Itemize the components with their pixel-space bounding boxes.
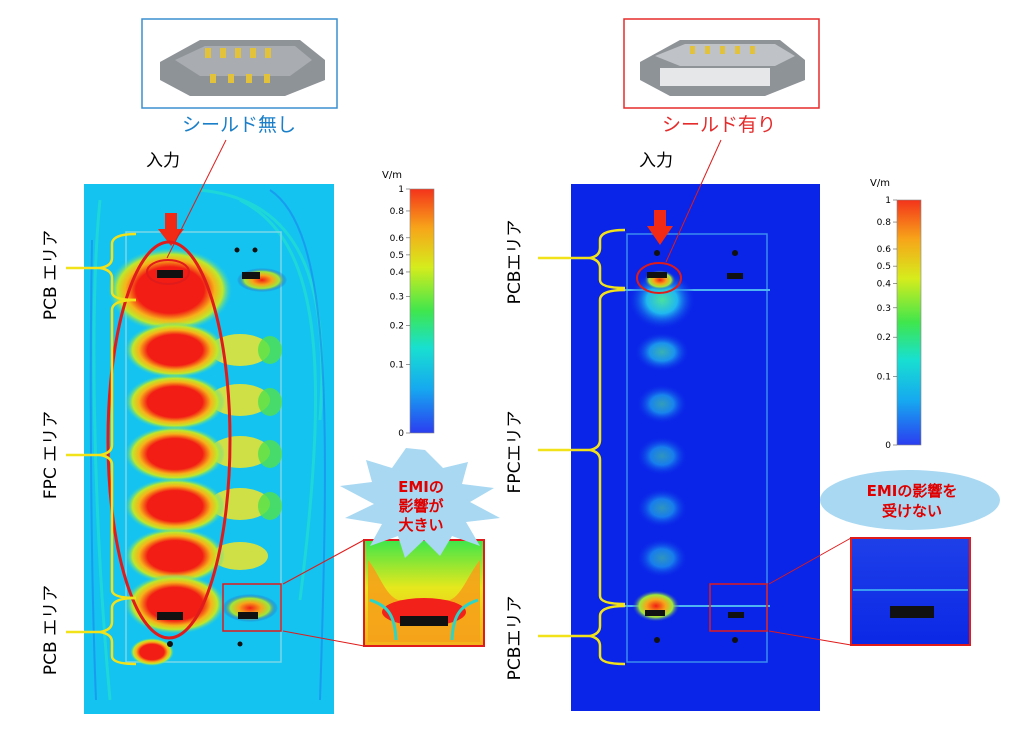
region-label-right-top: PCBエリア [505,220,525,305]
connector-image-unshielded [141,18,338,109]
input-arrow-left [158,213,184,246]
callout-right-line-2: 受けない [882,502,942,520]
colorbar-tick-left-2: 0.6 [390,234,405,244]
colorbar-tick-right-0: 1 [885,196,891,206]
colorbar-tick-left-7: 0.1 [390,361,404,371]
caption-unshielded: シールド無し [182,114,296,136]
connector-image-shielded [623,18,820,109]
colorbar-tick-right-3: 0.5 [877,262,891,272]
colorbar-tick-left-0: 1 [398,185,404,195]
callout-line-2: 影響が [398,497,444,515]
colorbar-tick-right-4: 0.4 [877,279,892,289]
region-brackets-right [538,228,626,666]
region-label-left-top: PCB エリア [41,230,61,320]
colorbar-tick-left-5: 0.3 [390,292,404,302]
colorbar-tick-right-8: 0 [885,441,891,451]
left-panel: シールド無し 入力 [41,18,500,714]
zoom-inset-unshielded [363,539,485,647]
weak-field-pattern [628,270,696,622]
caption-shielded: シールド有り [662,114,776,136]
field-map-shielded [571,184,820,711]
input-label-left: 入力 [146,151,180,171]
colorbar-tick-right-2: 0.6 [877,245,892,255]
colorbar-tick-right-1: 0.8 [877,218,892,228]
colorbar-tick-right-7: 0.1 [877,372,891,382]
region-brackets-left [66,232,137,666]
right-panel: シールド有り 入力 [505,18,1000,711]
region-label-left-mid: FPC エリア [41,411,61,499]
colorbar-right: V/m 1 0.8 0.6 0.5 0.4 0.3 0.2 0.1 0 [870,178,922,451]
colorbar-tick-right-5: 0.3 [877,304,891,314]
colorbar-tick-left-8: 0 [398,429,404,439]
region-label-right-bottom: PCBエリア [505,596,525,681]
callout-no-emi: EMIの影響を 受けない [820,470,1000,530]
callout-line-3: 大きい [398,516,443,534]
colorbar-tick-left-3: 0.5 [390,251,404,261]
colorbar-tick-left-1: 0.8 [390,207,405,217]
colorbar-ticks-right: 1 0.8 0.6 0.5 0.4 0.3 0.2 0.1 0 [877,196,897,451]
colorbar-left: V/m 1 0.8 0.6 0.5 0.4 0.3 0.2 0.1 0 [382,170,435,439]
region-label-left-bottom: PCB エリア [41,585,61,675]
colorbar-unit-right: V/m [870,178,890,189]
colorbar-unit-left: V/m [382,170,402,181]
colorbar-ticks-left: 1 0.8 0.6 0.5 0.4 0.3 0.2 0.1 0 [390,185,410,439]
colorbar-tick-right-6: 0.2 [877,333,891,343]
input-label-right: 入力 [639,151,673,171]
colorbar-tick-left-6: 0.2 [390,322,404,332]
colorbar-tick-left-4: 0.4 [390,268,405,278]
field-map-unshielded [84,184,334,714]
zoom-inset-shielded [850,537,971,646]
callout-large-emi: EMIの 影響が 大きい [340,448,500,558]
callout-right-line-1: EMIの影響を [867,482,958,500]
input-arrow-right [647,210,673,245]
region-label-right-mid: FPCエリア [505,411,525,494]
hot-spots-unshielded [108,248,287,666]
callout-line-1: EMIの [398,478,444,496]
